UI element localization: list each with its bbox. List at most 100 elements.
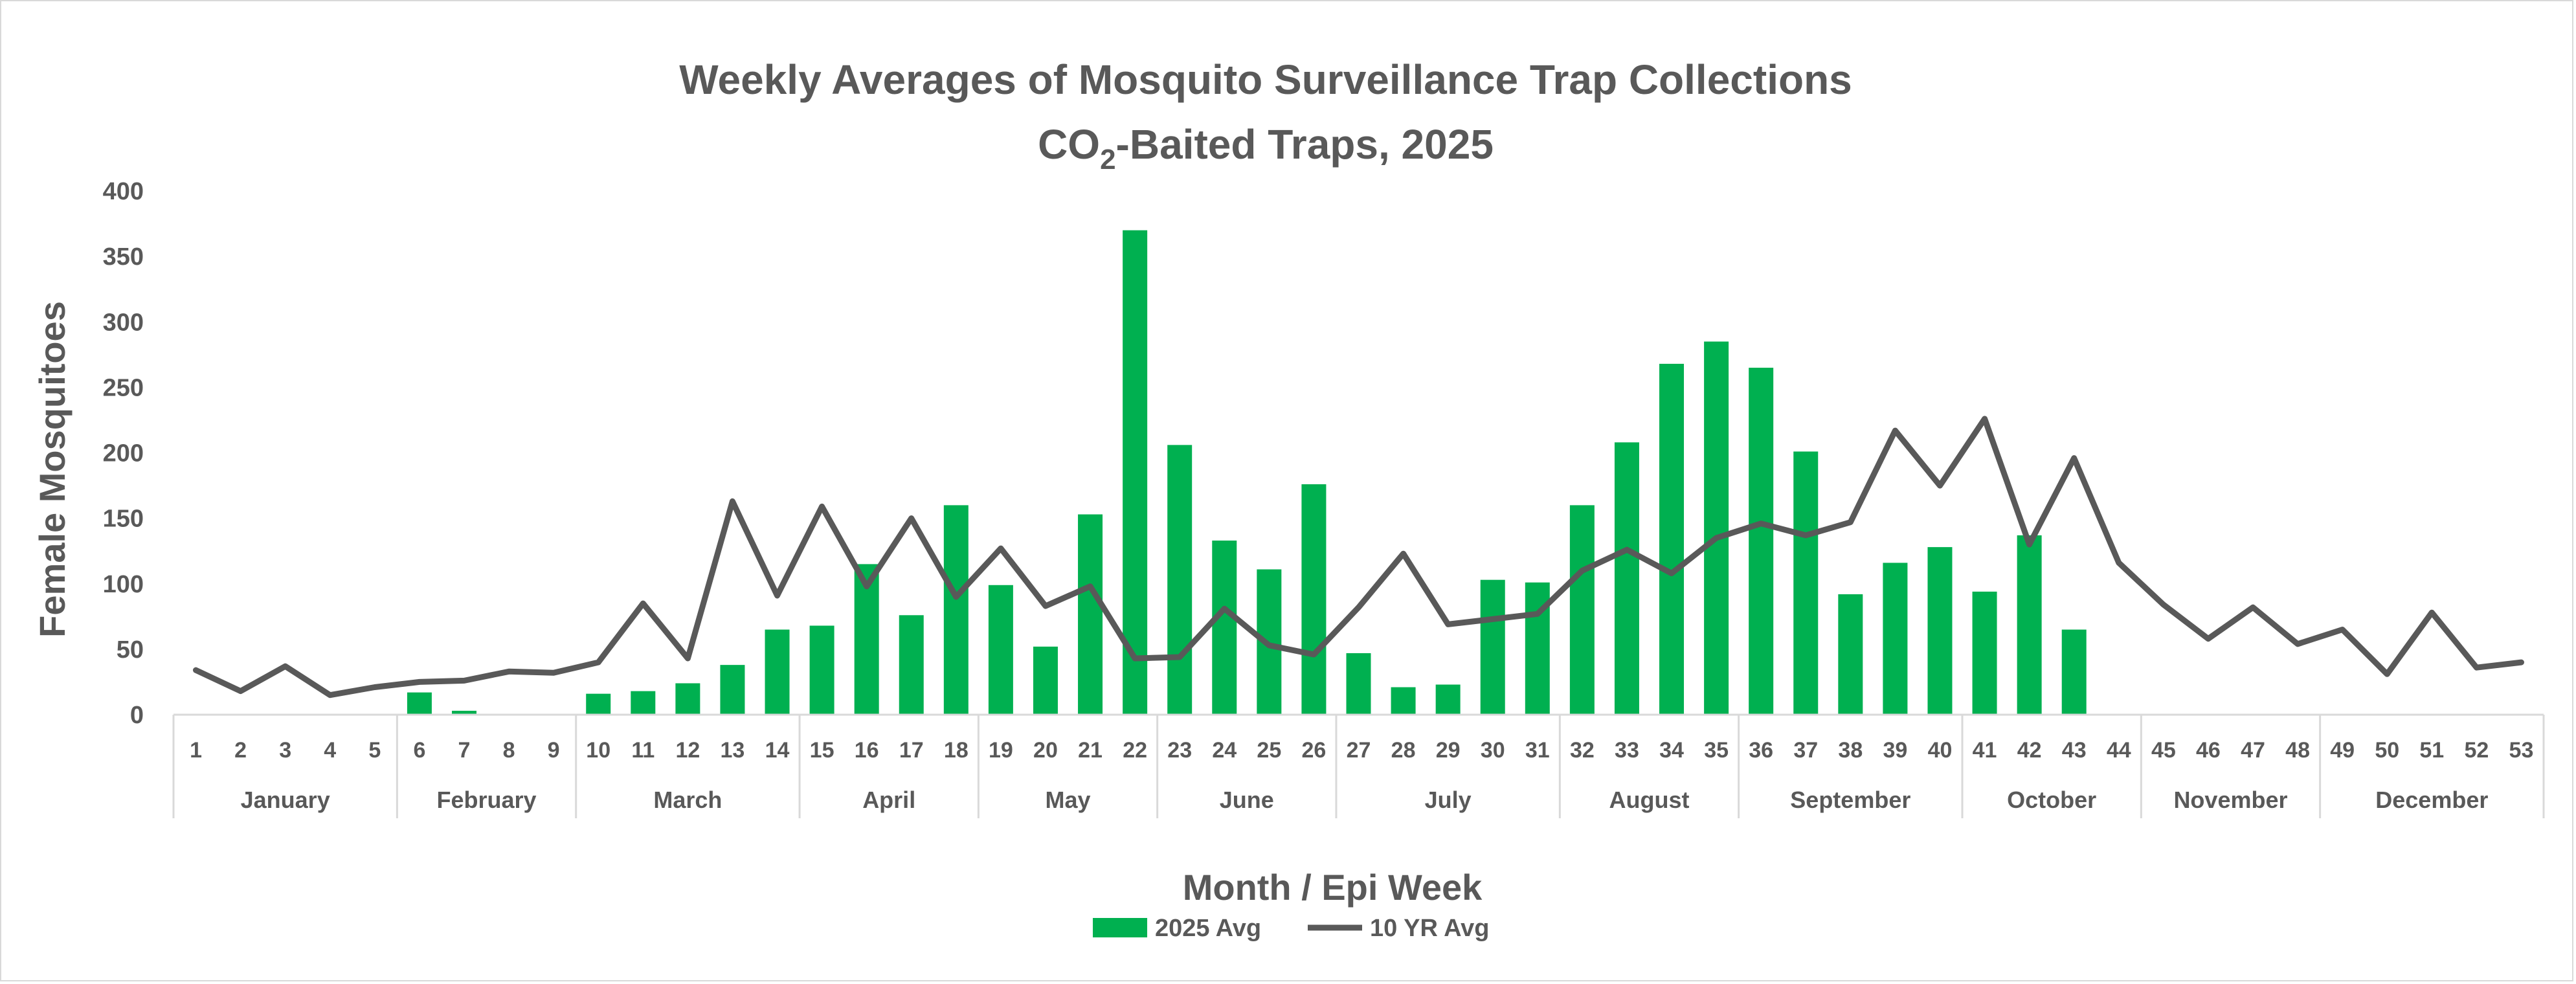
week-label-3: 3 xyxy=(279,738,291,763)
bar-week-21 xyxy=(1078,514,1103,715)
week-label-30: 30 xyxy=(1481,738,1505,763)
week-label-38: 38 xyxy=(1838,738,1863,763)
bar-week-36 xyxy=(1749,368,1774,715)
week-label-21: 21 xyxy=(1078,738,1103,763)
week-label-36: 36 xyxy=(1749,738,1773,763)
bar-week-43 xyxy=(2061,629,2087,715)
week-label-40: 40 xyxy=(1928,738,1953,763)
week-label-42: 42 xyxy=(2017,738,2042,763)
legend: 2025 Avg 10 YR Avg xyxy=(1093,915,1489,942)
week-label-49: 49 xyxy=(2330,738,2355,763)
week-label-44: 44 xyxy=(2107,738,2131,763)
bar-week-12 xyxy=(675,683,700,715)
y-axis-ticks: 0 50 100 150 200 250 300 350 400 xyxy=(103,178,144,729)
week-label-1: 1 xyxy=(190,738,202,763)
month-label-october: October xyxy=(2007,787,2096,813)
chart-title-line2: CO2-Baited Traps, 2025 xyxy=(1038,121,1494,175)
y-tick-label-0: 0 xyxy=(130,702,144,729)
week-label-17: 17 xyxy=(899,738,924,763)
bar-week-29 xyxy=(1435,684,1461,715)
bar-week-18 xyxy=(943,505,969,715)
y-axis-title: Female Mosquitoes xyxy=(32,301,73,638)
y-tick-label-250: 250 xyxy=(103,374,144,401)
y-tick-label-350: 350 xyxy=(103,243,144,271)
bar-week-37 xyxy=(1793,451,1819,715)
title-co-prefix: CO xyxy=(1038,121,1100,168)
week-label-43: 43 xyxy=(2062,738,2087,763)
bar-week-34 xyxy=(1659,363,1685,715)
week-label-23: 23 xyxy=(1167,738,1192,763)
bar-week-26 xyxy=(1301,484,1327,715)
week-label-10: 10 xyxy=(586,738,610,763)
bar-week-6 xyxy=(407,692,432,715)
x-axis: 1 2 3 4 5 6 7 8 9 10 11 12 13 14 15 16 17 18 19 20 21 22 23 24 2… xyxy=(172,713,2545,818)
month-label-december: December xyxy=(2375,787,2488,813)
month-label-february: February xyxy=(436,787,536,813)
bar-week-38 xyxy=(1838,594,1863,715)
bar-series-2025 xyxy=(407,230,2087,715)
week-label-47: 47 xyxy=(2241,738,2265,763)
bar-week-27 xyxy=(1346,653,1371,715)
week-label-51: 51 xyxy=(2419,738,2444,763)
y-tick-label-150: 150 xyxy=(103,506,144,533)
y-tick-label-100: 100 xyxy=(103,571,144,598)
week-label-12: 12 xyxy=(675,738,700,763)
title-suffix: -Baited Traps, 2025 xyxy=(1116,121,1494,168)
legend-label-1: 10 YR Avg xyxy=(1370,915,1489,942)
bar-week-39 xyxy=(1883,563,1908,715)
week-label-35: 35 xyxy=(1704,738,1729,763)
week-label-53: 53 xyxy=(2509,738,2534,763)
month-label-september: September xyxy=(1790,787,1910,813)
bar-week-20 xyxy=(1033,646,1058,715)
bar-week-41 xyxy=(1972,591,1997,715)
week-label-37: 37 xyxy=(1793,738,1818,763)
week-label-4: 4 xyxy=(324,738,336,763)
month-label-april: April xyxy=(862,787,915,813)
bar-week-35 xyxy=(1704,341,1729,715)
week-label-34: 34 xyxy=(1659,738,1684,763)
bar-week-24 xyxy=(1212,541,1237,715)
month-label-july: July xyxy=(1425,787,1472,813)
week-label-29: 29 xyxy=(1436,738,1461,763)
bar-week-19 xyxy=(988,585,1013,715)
week-label-2: 2 xyxy=(234,738,247,763)
week-label-16: 16 xyxy=(855,738,879,763)
month-label-may: May xyxy=(1045,787,1090,813)
y-tick-label-400: 400 xyxy=(103,178,144,205)
week-label-18: 18 xyxy=(944,738,969,763)
week-label-9: 9 xyxy=(548,738,560,763)
bar-week-40 xyxy=(1927,547,1953,715)
legend-label-0: 2025 Avg xyxy=(1155,915,1261,942)
week-label-22: 22 xyxy=(1123,738,1147,763)
x-axis-title: Month / Epi Week xyxy=(1183,867,1483,908)
week-label-11: 11 xyxy=(631,738,655,763)
week-label-14: 14 xyxy=(765,738,790,763)
y-tick-label-300: 300 xyxy=(103,309,144,336)
week-label-52: 52 xyxy=(2464,738,2489,763)
legend-swatch-2025-avg xyxy=(1093,918,1147,937)
chart-title-line1: Weekly Averages of Mosquito Surveillance… xyxy=(679,56,1852,103)
month-label-june: June xyxy=(1220,787,1274,813)
bar-week-7 xyxy=(451,710,476,715)
week-label-48: 48 xyxy=(2285,738,2310,763)
y-tick-label-50: 50 xyxy=(117,636,144,664)
bar-week-33 xyxy=(1614,442,1639,715)
bar-week-32 xyxy=(1569,505,1595,715)
week-label-46: 46 xyxy=(2196,738,2221,763)
bar-week-28 xyxy=(1391,687,1416,715)
week-label-28: 28 xyxy=(1391,738,1416,763)
week-label-13: 13 xyxy=(721,738,745,763)
bar-week-15 xyxy=(809,625,834,715)
week-label-33: 33 xyxy=(1615,738,1639,763)
month-label-march: March xyxy=(653,787,722,813)
week-label-26: 26 xyxy=(1302,738,1327,763)
week-label-41: 41 xyxy=(1973,738,1997,763)
week-label-39: 39 xyxy=(1883,738,1907,763)
week-label-8: 8 xyxy=(503,738,515,763)
month-label-november: November xyxy=(2173,787,2287,813)
bar-week-10 xyxy=(586,693,611,715)
bar-week-13 xyxy=(720,665,745,715)
bar-week-30 xyxy=(1480,579,1505,715)
bar-week-22 xyxy=(1123,230,1148,715)
